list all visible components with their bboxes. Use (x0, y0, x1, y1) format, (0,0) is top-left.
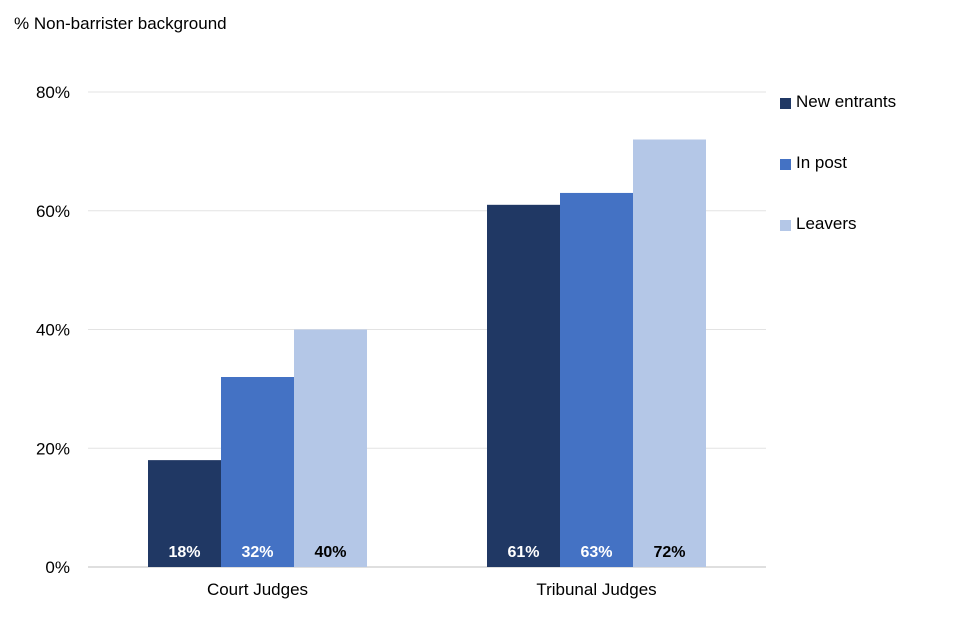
y-tick-label: 40% (36, 321, 70, 340)
legend-swatch (780, 219, 791, 231)
legend: New entrants In post Leavers (780, 92, 896, 275)
legend-label: In post (796, 153, 848, 172)
bar-data-label: 63% (580, 544, 612, 561)
legend-label: New entrants (796, 92, 897, 111)
legend-item: In post (780, 153, 896, 173)
legend-item: Leavers (780, 214, 896, 234)
legend-swatch (780, 158, 791, 170)
bar-data-label: 72% (653, 544, 685, 561)
legend-label: Leavers (796, 214, 857, 233)
legend-item: New entrants (780, 92, 896, 112)
bar (221, 377, 294, 567)
legend-swatch (780, 97, 791, 109)
x-tick-label: Court Judges (207, 580, 308, 599)
bar (148, 460, 221, 567)
x-tick-label: Tribunal Judges (536, 580, 656, 599)
bars (148, 139, 706, 567)
bar-data-label: 18% (168, 544, 200, 561)
bar (487, 204, 560, 567)
y-tick-label: 0% (45, 558, 70, 577)
bar (633, 139, 706, 567)
y-tick-label: 60% (36, 202, 70, 221)
y-tick-labels: 0% 20% 40% 60% 80% (36, 83, 70, 577)
bar-data-labels: 18% 32% 40% 61% 63% 72% (168, 544, 685, 561)
y-tick-label: 80% (36, 83, 70, 102)
bar-data-label: 61% (507, 544, 539, 561)
y-axis-title: % Non-barrister background (14, 14, 227, 33)
y-tick-label: 20% (36, 439, 70, 458)
bar (294, 329, 367, 567)
bar-data-label: 40% (314, 544, 346, 561)
bar (560, 192, 633, 567)
bar-data-label: 32% (241, 544, 273, 561)
x-tick-labels: Court Judges Tribunal Judges (207, 580, 657, 599)
